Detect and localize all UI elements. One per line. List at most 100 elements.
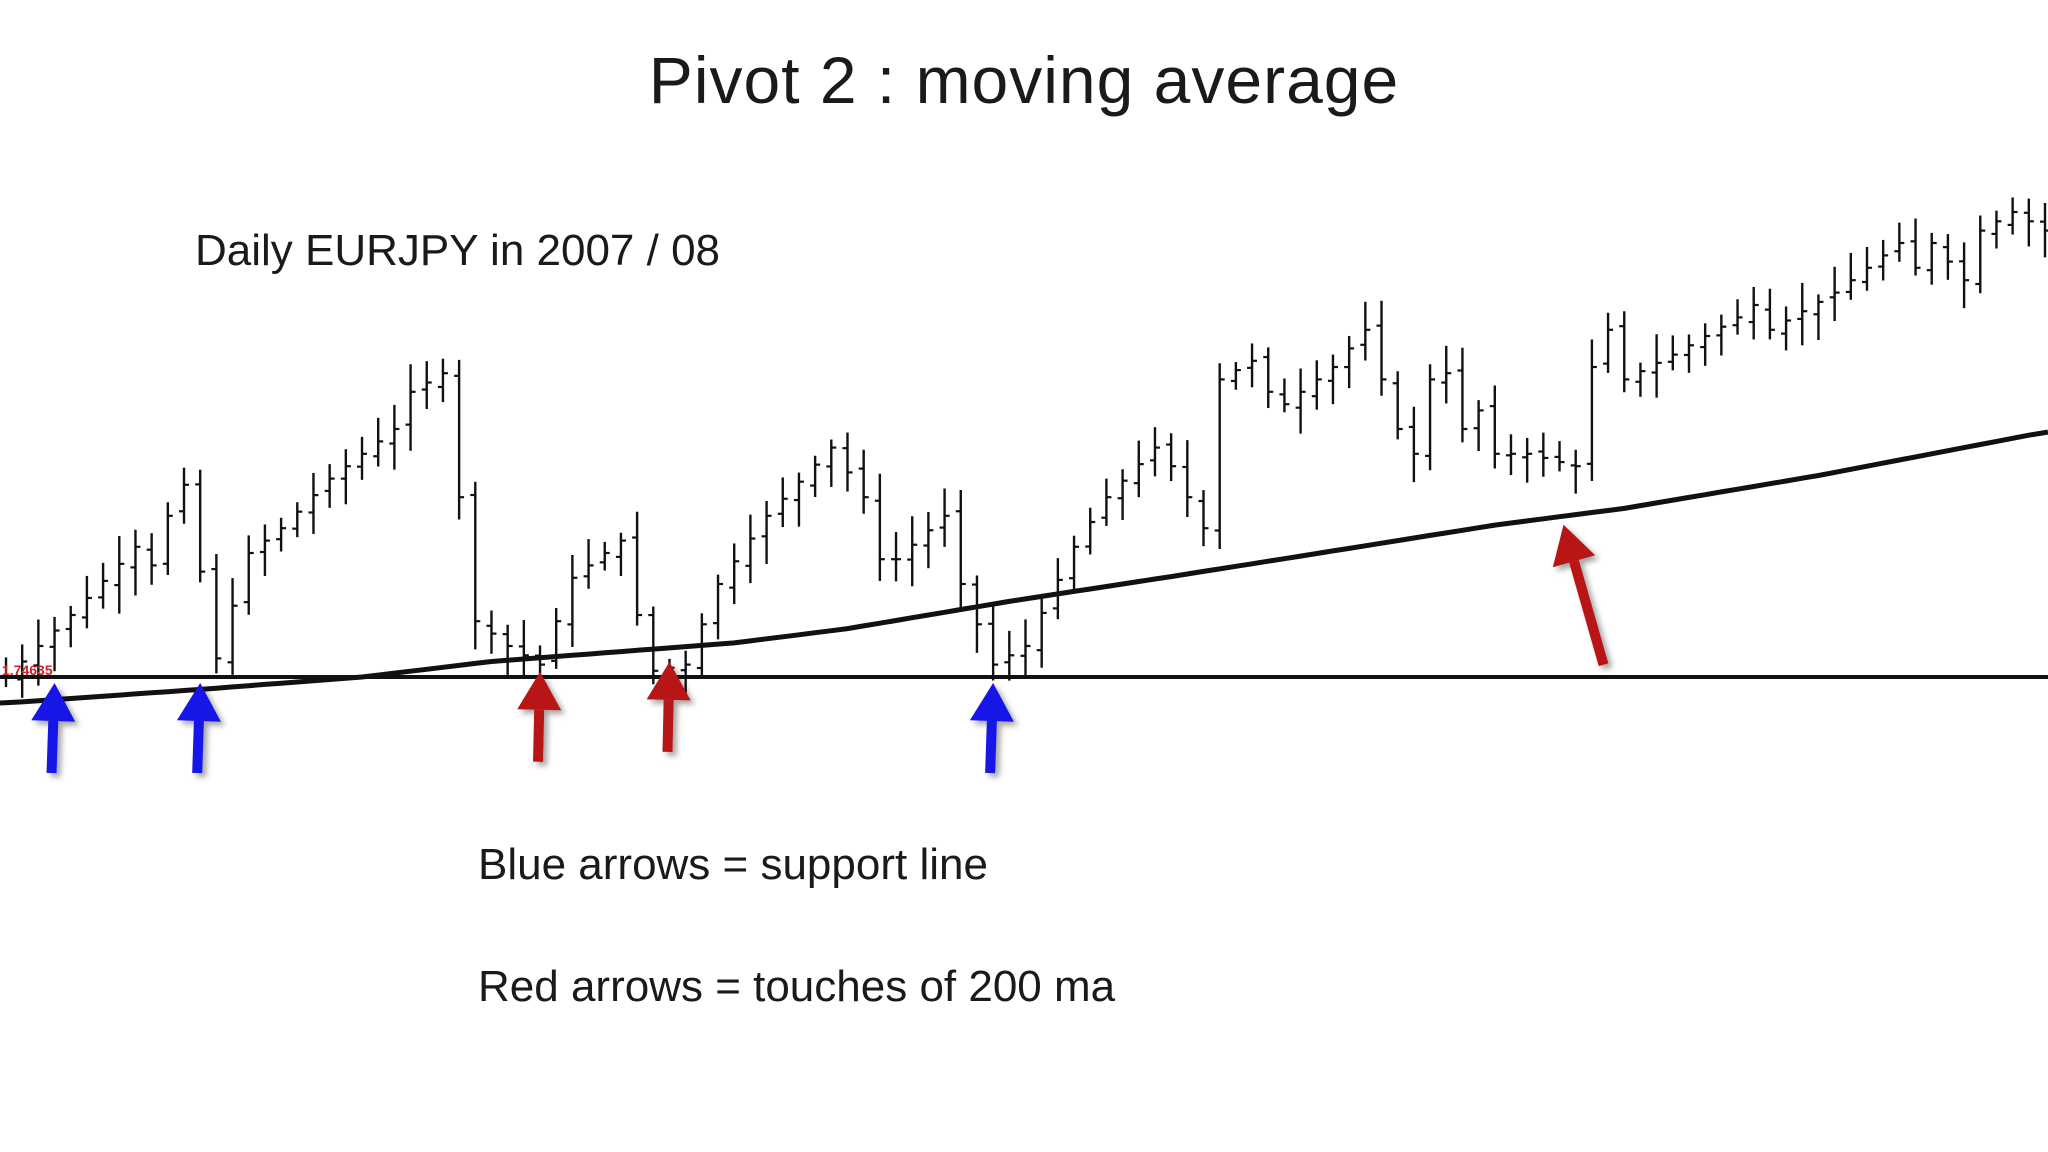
ohlc-bar xyxy=(1878,239,1889,281)
ohlc-bar xyxy=(114,536,125,614)
ohlc-bar xyxy=(454,359,465,520)
ohlc-bar xyxy=(842,432,853,492)
ohlc-bar xyxy=(1182,440,1193,517)
ohlc-bar xyxy=(1069,535,1080,591)
ohlc-bar xyxy=(518,620,529,676)
ohlc-bar xyxy=(1959,242,1970,309)
ohlc-bar xyxy=(1117,469,1128,520)
ohlc-bar xyxy=(1489,385,1500,469)
ohlc-bar xyxy=(162,502,173,575)
ohlc-bar xyxy=(1311,360,1322,410)
ohlc-bar xyxy=(470,481,481,650)
ohlc-bar xyxy=(1392,371,1403,440)
ohlc-bar xyxy=(2007,197,2018,235)
ohlc-bar xyxy=(1942,234,1953,280)
ohlc-bar xyxy=(33,619,44,686)
ohlc-bar xyxy=(907,516,918,587)
ohlc-bar xyxy=(324,464,335,508)
ohlc-bar xyxy=(793,472,804,527)
ohlc-bar xyxy=(1473,400,1484,452)
ohlc-bar xyxy=(259,524,270,576)
ohlc-bar xyxy=(1408,406,1419,483)
ohlc-bar xyxy=(340,449,351,505)
ohlc-bar xyxy=(437,358,448,403)
ohlc-bar xyxy=(1020,619,1031,679)
ohlc-bar xyxy=(357,436,368,480)
ohlc-bar xyxy=(389,404,400,470)
legend-red-arrows: Red arrows = touches of 200 ma xyxy=(478,962,1116,1011)
ohlc-bar xyxy=(1036,597,1047,668)
ohlc-bar xyxy=(1586,339,1597,482)
ohlc-bar xyxy=(1376,300,1387,396)
ohlc-bar xyxy=(1004,630,1015,681)
ohlc-bar xyxy=(810,455,821,498)
ohlc-bar xyxy=(1845,252,1856,300)
chart-lines xyxy=(0,429,2048,706)
ohlc-bar xyxy=(1360,301,1371,361)
ohlc-bar xyxy=(1894,222,1905,262)
ohlc-bar xyxy=(713,574,724,640)
ohlc-bar xyxy=(923,512,934,569)
ohlc-bar xyxy=(130,529,141,596)
ohlc-bar xyxy=(1991,210,2002,249)
ohlc-bar xyxy=(1910,218,1921,276)
ohlc-bar xyxy=(486,610,497,654)
ohlc-bar xyxy=(874,473,885,582)
ohlc-bar xyxy=(1651,334,1662,398)
blue-arrow xyxy=(176,683,221,774)
ohlc-bar xyxy=(680,650,691,695)
ohlc-bar xyxy=(826,439,837,487)
ohlc-bar xyxy=(955,490,966,610)
red-arrow xyxy=(517,671,562,762)
ohlc-bar xyxy=(1538,432,1549,477)
ohlc-bar xyxy=(227,578,238,675)
ohlc-bar xyxy=(49,616,60,672)
ohlc-bar xyxy=(1263,347,1274,409)
blue-arrow xyxy=(31,683,76,774)
ohlc-bar xyxy=(1133,440,1144,498)
ohlc-bar xyxy=(567,555,578,647)
ohlc-bar xyxy=(745,514,756,584)
ohlc-bar xyxy=(1344,335,1355,389)
ohlc-bar xyxy=(1748,286,1759,340)
ohlc-bar xyxy=(1619,311,1630,393)
chart-arrows xyxy=(31,524,1609,774)
ohlc-bar xyxy=(2040,203,2048,258)
ohlc-bar xyxy=(1085,507,1096,555)
ohlc-bar xyxy=(1716,314,1727,356)
ohlc-bar xyxy=(583,539,594,589)
price-bars xyxy=(1,197,2048,698)
ohlc-bar xyxy=(211,553,222,674)
ohlc-bar xyxy=(1667,335,1678,371)
ohlc-bar xyxy=(308,472,319,534)
ohlc-bar xyxy=(1570,449,1581,494)
ohlc-bar xyxy=(17,644,28,698)
ohlc-bar xyxy=(1861,247,1872,291)
price-label: 1.74635 xyxy=(2,662,53,678)
ohlc-bar xyxy=(1797,282,1808,346)
ohlc-bar xyxy=(971,575,982,653)
legend-blue-arrows: Blue arrows = support line xyxy=(478,840,988,889)
ohlc-bar xyxy=(1198,490,1209,547)
ohlc-bar xyxy=(1327,354,1338,405)
ohlc-bar xyxy=(1052,558,1063,620)
ohlc-bar xyxy=(243,535,254,615)
ohlc-bar xyxy=(761,501,772,564)
ohlc-bar xyxy=(1457,347,1468,443)
ohlc-bar xyxy=(1247,343,1258,388)
ohlc-bar xyxy=(1166,433,1177,482)
ohlc-bar xyxy=(1441,345,1452,404)
ohlc-bar xyxy=(65,605,76,648)
ohlc-bar xyxy=(988,602,999,681)
red-arrow xyxy=(646,661,691,752)
ohlc-bar xyxy=(405,364,416,451)
ohlc-bar xyxy=(632,511,643,626)
ohlc-bar xyxy=(292,502,303,538)
ohlc-bar xyxy=(1505,434,1516,476)
chart-subtitle: Daily EURJPY in 2007 / 08 xyxy=(195,226,721,275)
ohlc-bar xyxy=(551,608,562,669)
blue-arrow xyxy=(969,683,1014,774)
ohlc-bar xyxy=(1214,363,1225,550)
moving-average-200 xyxy=(0,429,2048,706)
